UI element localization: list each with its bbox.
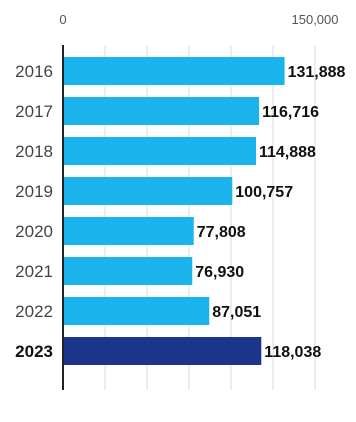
category-label-2021: 2021 — [15, 262, 53, 281]
value-label-2018: 114,888 — [259, 144, 316, 161]
category-label-2019: 2019 — [15, 182, 53, 201]
value-label-2021: 76,930 — [195, 264, 244, 281]
category-label-2017: 2017 — [15, 102, 53, 121]
category-label-2016: 2016 — [15, 62, 53, 81]
category-label-2022: 2022 — [15, 302, 53, 321]
bar-2019 — [63, 177, 233, 205]
x-axis-ticks: 0 150,000 — [59, 12, 338, 27]
category-label-2023: 2023 — [15, 342, 53, 361]
x-tick-label: 0 — [59, 12, 66, 27]
value-label-2016: 131,888 — [288, 64, 346, 81]
value-label-2022: 87,051 — [212, 304, 261, 321]
bar-2016 — [63, 57, 285, 85]
category-labels: 2016 2017 2018 2019 2020 2021 2022 2023 — [15, 62, 53, 361]
category-label-2020: 2020 — [15, 222, 53, 241]
bar-2022 — [63, 297, 210, 325]
bars — [63, 57, 285, 365]
value-label-2023: 118,038 — [264, 344, 321, 361]
value-label-2019: 100,757 — [235, 184, 293, 201]
bar-2017 — [63, 97, 260, 125]
value-label-2017: 116,716 — [262, 104, 319, 121]
x-tick-label: 150,000 — [292, 12, 339, 27]
bar-2023 — [63, 337, 262, 365]
bar-2018 — [63, 137, 257, 165]
category-label-2018: 2018 — [15, 142, 53, 161]
bar-2021 — [63, 257, 193, 285]
bar-2020 — [63, 217, 194, 245]
value-label-2020: 77,808 — [197, 224, 246, 241]
value-labels: 131,888 116,716 114,888 100,757 77,808 76,930… — [195, 64, 345, 361]
